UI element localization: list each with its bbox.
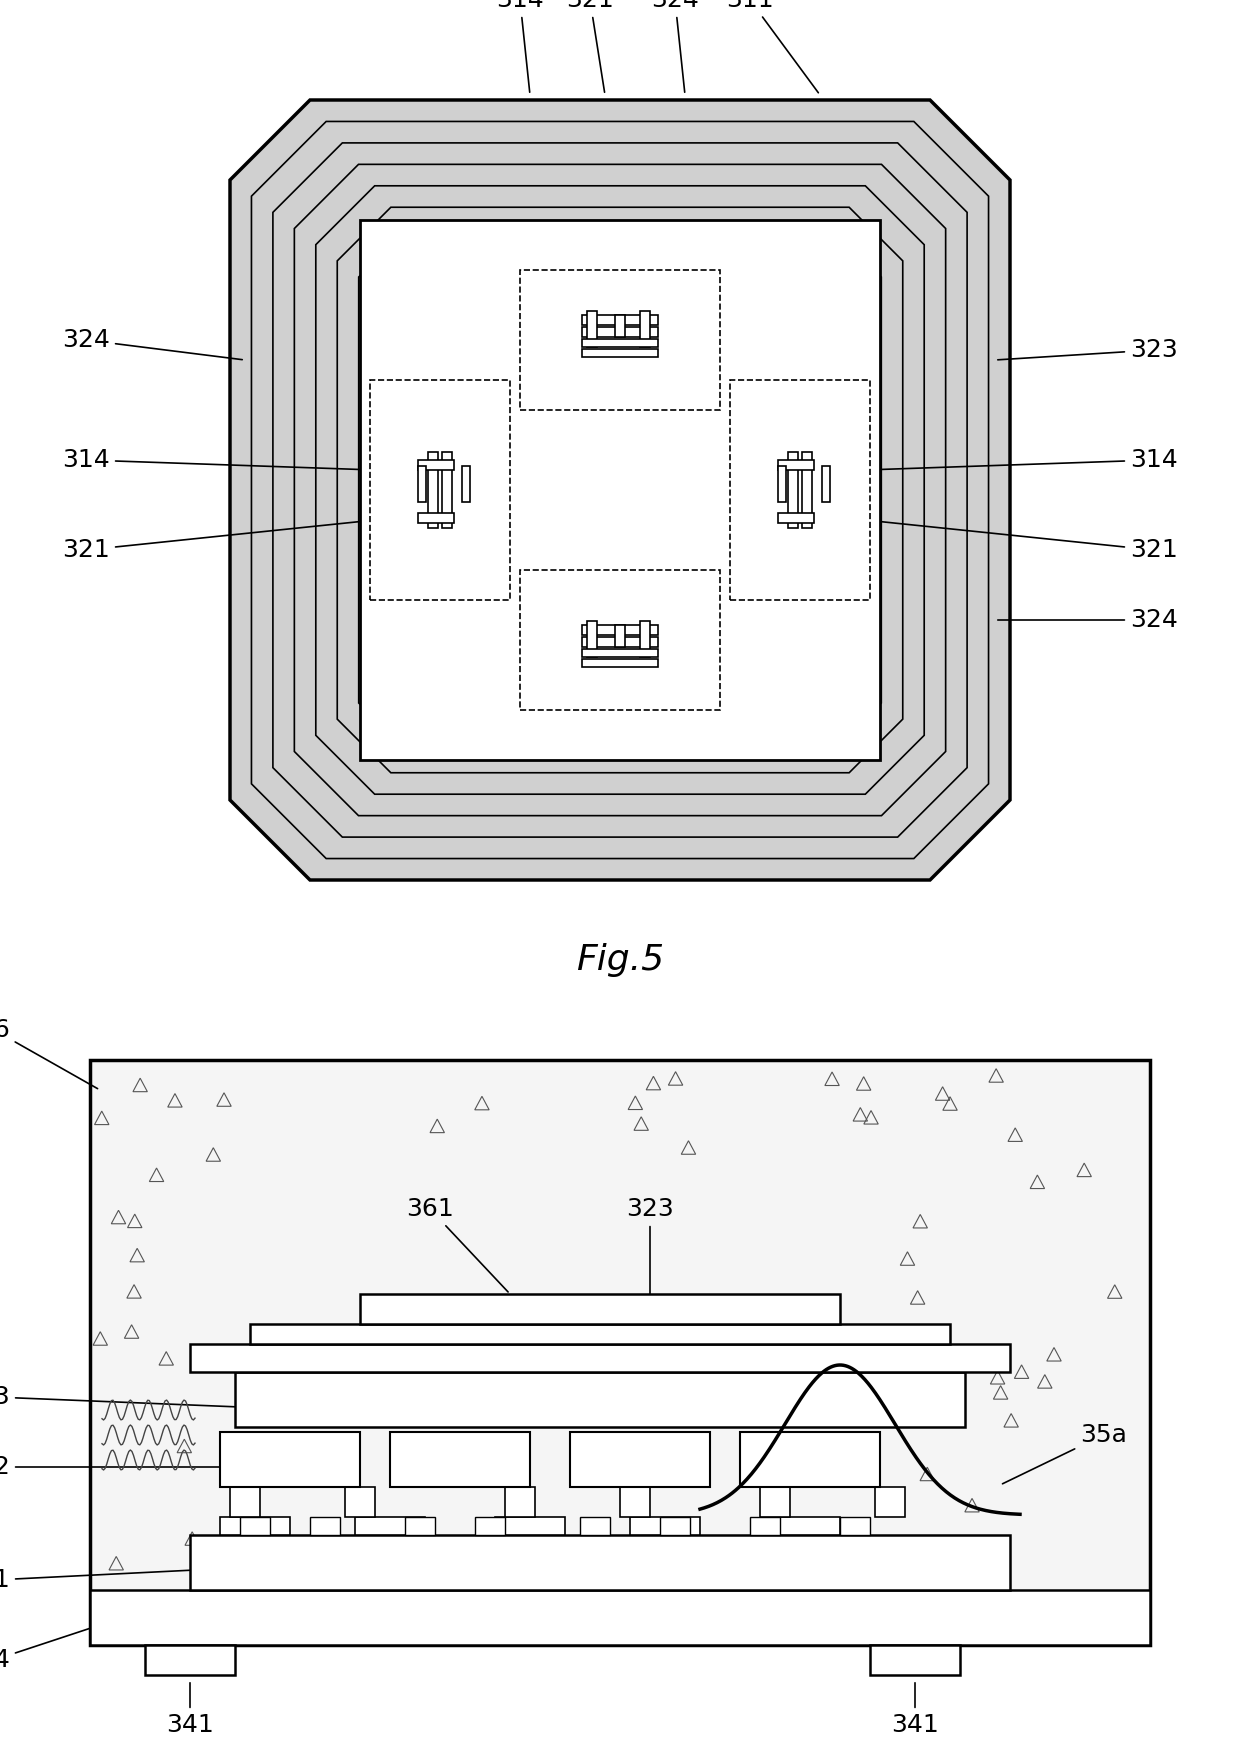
Text: 33: 33 [0, 1384, 237, 1409]
Bar [418, 460, 454, 471]
Text: 311: 311 [727, 0, 818, 93]
Bar [360, 220, 880, 760]
Bar [582, 340, 658, 346]
Bar [391, 1432, 529, 1488]
Bar [229, 1488, 260, 1517]
Text: 321: 321 [567, 0, 614, 93]
Text: 361: 361 [407, 1197, 508, 1292]
Text: 32: 32 [0, 1454, 237, 1479]
Bar [370, 380, 510, 600]
Bar [580, 1517, 610, 1535]
Bar [760, 1488, 790, 1517]
Text: 323: 323 [998, 338, 1178, 362]
Bar [582, 625, 658, 635]
Bar [360, 1293, 839, 1325]
Text: 321: 321 [62, 520, 372, 562]
Bar [770, 1517, 839, 1535]
Text: 341: 341 [892, 1684, 939, 1738]
Bar [520, 270, 720, 410]
Text: 31: 31 [0, 1568, 192, 1592]
Bar [582, 660, 658, 667]
Bar [750, 1517, 780, 1535]
Text: 324: 324 [62, 327, 242, 360]
Bar [495, 1517, 565, 1535]
Bar [190, 1535, 1011, 1591]
Bar [145, 1645, 236, 1675]
Bar [587, 312, 596, 346]
Bar [802, 452, 812, 528]
Bar [640, 312, 650, 346]
Bar [441, 452, 453, 528]
Text: 324: 324 [998, 607, 1178, 632]
Bar [582, 327, 658, 338]
Bar [777, 513, 813, 523]
Bar [236, 1372, 965, 1426]
Bar [570, 1432, 711, 1488]
Bar [582, 637, 658, 648]
Bar [777, 460, 813, 471]
Bar [355, 1517, 425, 1535]
Bar [190, 1344, 1011, 1372]
Bar [91, 1591, 1149, 1645]
Bar [640, 621, 650, 656]
Text: Fig.5: Fig.5 [575, 943, 665, 977]
Text: 324: 324 [651, 0, 699, 93]
Bar [740, 1432, 880, 1488]
Bar [822, 466, 830, 502]
Bar [418, 466, 427, 502]
Bar [615, 315, 625, 338]
Bar [475, 1517, 505, 1535]
Bar [418, 513, 454, 523]
Text: 314: 314 [496, 0, 544, 93]
Bar [91, 1060, 1149, 1645]
Bar [660, 1517, 689, 1535]
Text: 314: 314 [62, 448, 372, 472]
Bar [582, 649, 658, 656]
Text: 35a: 35a [1002, 1423, 1127, 1484]
Polygon shape [229, 100, 1011, 880]
Text: 323: 323 [626, 1197, 673, 1404]
Bar [620, 1488, 650, 1517]
Bar [310, 1517, 340, 1535]
Text: 341: 341 [166, 1684, 213, 1738]
Bar [405, 1517, 435, 1535]
Text: 321: 321 [868, 520, 1178, 562]
Text: 314: 314 [868, 448, 1178, 472]
Bar [582, 348, 658, 357]
Bar [630, 1517, 701, 1535]
Bar [520, 570, 720, 710]
Bar [582, 315, 658, 326]
Bar [787, 452, 799, 528]
Bar [219, 1432, 360, 1488]
Bar [615, 625, 625, 648]
Bar [463, 466, 470, 502]
Bar [505, 1488, 534, 1517]
Text: 36: 36 [0, 1018, 98, 1088]
Bar [870, 1645, 960, 1675]
Bar [730, 380, 870, 600]
Bar [587, 621, 596, 656]
Bar [345, 1488, 374, 1517]
Bar [875, 1488, 905, 1517]
Bar [839, 1517, 870, 1535]
Bar [219, 1517, 290, 1535]
Bar [241, 1517, 270, 1535]
Bar [777, 466, 786, 502]
Text: 34: 34 [0, 1626, 98, 1671]
Bar [250, 1325, 950, 1344]
Bar [428, 452, 438, 528]
